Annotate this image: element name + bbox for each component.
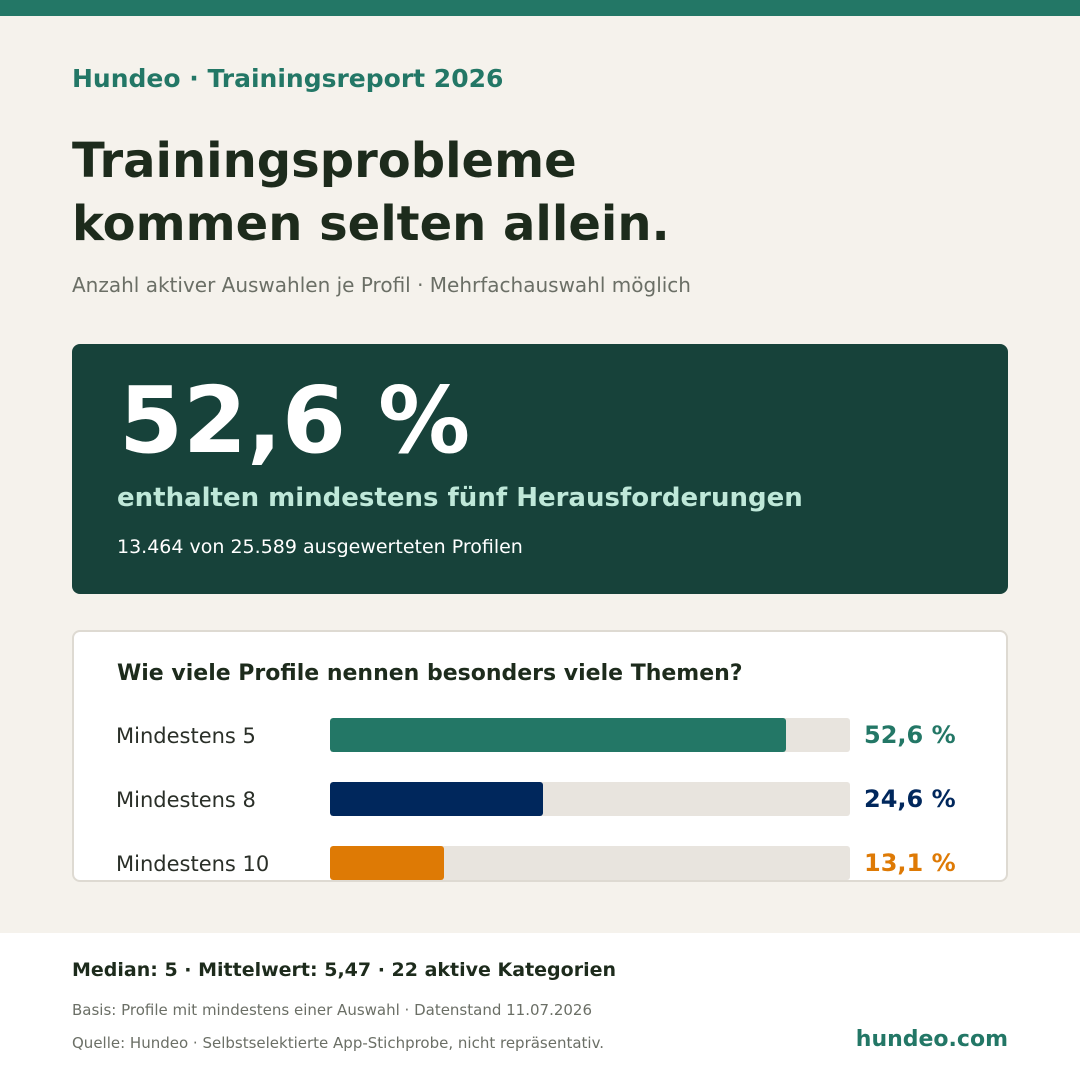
bar-fill [330, 718, 786, 752]
highlight-label: enthalten mindestens fünf Herausforderun… [117, 483, 803, 513]
bar-track [330, 782, 850, 816]
bar-category-label: Mindestens 8 [116, 788, 256, 812]
bar-row: Mindestens 8 24,6 % [74, 782, 1006, 816]
bar-row: Mindestens 5 52,6 % [74, 718, 1006, 752]
footer-basis: Basis: Profile mit mindestens einer Ausw… [72, 1001, 593, 1019]
bar-value-label: 24,6 % [864, 785, 956, 813]
top-accent-band [0, 0, 1080, 16]
highlight-value: 52,6 % [119, 367, 471, 474]
subtitle: Anzahl aktiver Auswahlen je Profil · Meh… [72, 273, 691, 297]
footer-stats: Median: 5 · Mittelwert: 5,47 · 22 aktive… [72, 959, 617, 981]
headline-line-2: kommen selten allein. [72, 196, 670, 252]
bar-category-label: Mindestens 10 [116, 852, 270, 876]
bar-category-label: Mindestens 5 [116, 724, 256, 748]
bar-track [330, 846, 850, 880]
brand-title: Hundeo · Trainingsreport 2026 [72, 64, 504, 93]
bar-value-label: 13,1 % [864, 849, 956, 877]
bar-fill [330, 846, 444, 880]
bar-chart-card: Wie viele Profile nennen besonders viele… [72, 630, 1008, 882]
highlight-stat-card: 52,6 % enthalten mindestens fünf Herausf… [72, 344, 1008, 594]
footer: Median: 5 · Mittelwert: 5,47 · 22 aktive… [0, 933, 1080, 1080]
headline-line-1: Trainingsprobleme [72, 133, 577, 189]
bar-track [330, 718, 850, 752]
bar-row: Mindestens 10 13,1 % [74, 846, 1006, 880]
footer-source: Quelle: Hundeo · Selbstselektierte App-S… [72, 1034, 605, 1052]
footer-url-link[interactable]: hundeo.com [855, 1027, 1008, 1052]
highlight-detail: 13.464 von 25.589 ausgewerteten Profilen [117, 536, 523, 558]
chart-title: Wie viele Profile nennen besonders viele… [117, 661, 743, 686]
bar-value-label: 52,6 % [864, 721, 956, 749]
bar-fill [330, 782, 544, 816]
headline: Trainingsprobleme kommen selten allein. [72, 130, 670, 256]
